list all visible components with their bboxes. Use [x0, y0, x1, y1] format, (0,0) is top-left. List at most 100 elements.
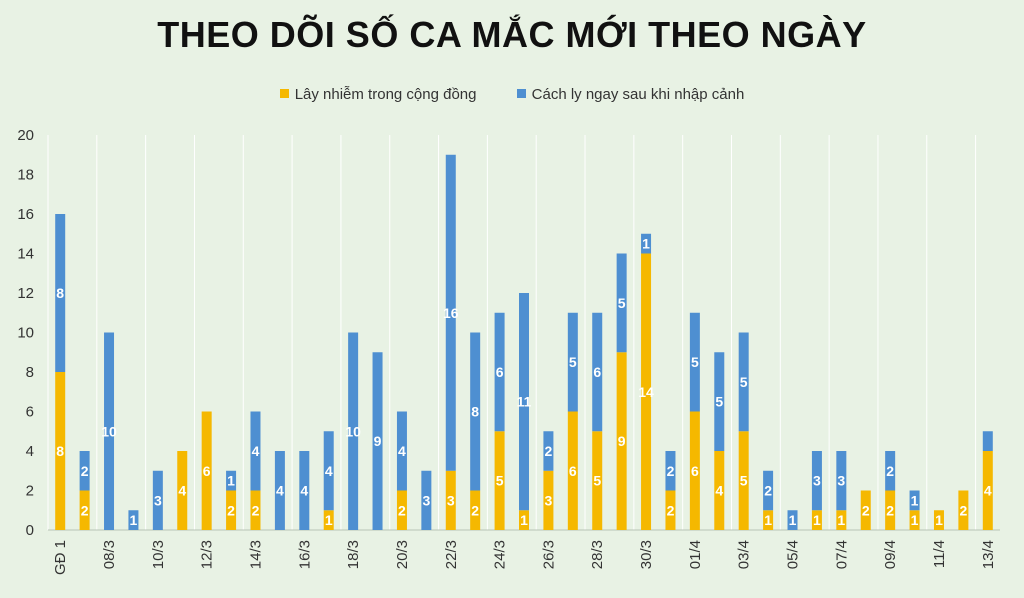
data-label-imported: 10: [345, 423, 361, 439]
data-label-imported: 5: [740, 374, 748, 390]
bar-local: [519, 510, 529, 530]
x-tick-label: 03/4: [736, 540, 753, 569]
x-tick-label: 14/3: [247, 540, 264, 569]
data-label-local: 2: [667, 502, 675, 518]
bar-imported: [396, 411, 407, 491]
data-label-local: 5: [593, 473, 601, 489]
bar-imported: [714, 352, 725, 451]
bar-local: [665, 490, 676, 530]
bar-local: [909, 510, 920, 530]
bar-local: [836, 510, 847, 530]
bar-imported: [152, 470, 163, 530]
bar-imported: [909, 490, 920, 511]
x-tick-label: 30/3: [638, 540, 655, 569]
bar-imported: [323, 431, 334, 511]
data-label-imported: 4: [300, 483, 308, 499]
data-label-local: 1: [837, 512, 845, 528]
bar-imported: [421, 470, 432, 530]
bar-imported: [641, 233, 652, 254]
x-tick-label: 18/3: [345, 540, 362, 569]
y-tick-label: 4: [26, 443, 34, 460]
x-tick-label: 07/4: [833, 540, 850, 569]
bar-imported: [348, 332, 359, 530]
bar-imported: [836, 451, 847, 511]
data-label-local: 4: [984, 483, 992, 499]
bar-imported: [738, 332, 749, 432]
data-label-imported: 10: [101, 423, 117, 439]
bar-local: [543, 470, 554, 530]
data-label-imported: 5: [715, 394, 723, 410]
y-tick-label: 18: [17, 167, 34, 184]
data-label-local: 6: [203, 463, 211, 479]
x-tick-label: 20/3: [394, 540, 411, 569]
bar-local: [885, 490, 896, 530]
bar-local: [323, 510, 334, 530]
y-tick-label: 6: [26, 404, 34, 421]
x-tick-label: 13/4: [980, 540, 997, 569]
bar-imported: [372, 352, 383, 530]
y-tick-label: 20: [17, 127, 34, 144]
x-tick-label: 08/3: [101, 540, 118, 569]
data-label-imported: 3: [154, 492, 162, 508]
data-label-local: 6: [569, 463, 577, 479]
data-label-imported: 5: [569, 354, 577, 370]
bar-local: [567, 411, 578, 530]
bar-local: [738, 431, 749, 530]
data-label-imported: 5: [618, 295, 626, 311]
data-label-local: 5: [496, 473, 504, 489]
data-label-local: 4: [715, 483, 723, 499]
bar-local: [982, 451, 993, 530]
data-label-local: 9: [618, 433, 626, 449]
data-label-imported: 4: [325, 463, 333, 479]
bar-local: [811, 510, 822, 530]
y-tick-label: 8: [26, 364, 34, 381]
bar-imported: [128, 510, 139, 530]
data-label-imported: 8: [56, 285, 64, 301]
bar-local: [470, 490, 481, 530]
y-tick-label: 12: [17, 285, 34, 302]
data-label-local: 2: [227, 502, 235, 518]
bar-imported: [470, 332, 481, 491]
chart-title: THEO DÕI SỐ CA MẮC MỚI THEO NGÀY: [157, 14, 867, 55]
bar-imported: [543, 431, 554, 471]
x-tick-label: GĐ 1: [52, 540, 69, 575]
x-tick-label: 26/3: [540, 540, 557, 569]
data-label-imported: 3: [837, 473, 845, 489]
data-label-imported: 1: [642, 236, 650, 252]
data-label-local: 8: [56, 443, 64, 459]
x-tick-label: 24/3: [492, 540, 509, 569]
x-tick-label: 16/3: [296, 540, 313, 569]
bar-imported: [787, 510, 798, 530]
data-label-local: 14: [638, 384, 654, 400]
y-tick-label: 2: [26, 483, 34, 500]
bar-local: [714, 451, 725, 530]
data-label-local: 3: [447, 492, 455, 508]
bar-local: [79, 490, 90, 530]
data-label-imported: 6: [496, 364, 504, 380]
bar-imported: [811, 451, 822, 511]
data-label-imported: 11: [517, 394, 532, 410]
data-label-imported: 8: [471, 404, 479, 420]
data-label-imported: 1: [130, 512, 138, 528]
data-label-local: 3: [545, 492, 553, 508]
bar-local: [55, 372, 66, 530]
data-label-imported: 4: [398, 443, 406, 459]
bar-local: [445, 470, 456, 530]
data-label-imported: 4: [276, 483, 284, 499]
x-tick-label: 28/3: [589, 540, 606, 569]
legend-swatch-local: [279, 89, 289, 98]
data-label-imported: 1: [911, 492, 919, 508]
data-label-imported: 2: [545, 443, 553, 459]
bar-imported: [494, 312, 505, 432]
data-label-local: 5: [740, 473, 748, 489]
data-label-local: 2: [81, 502, 89, 518]
y-tick-label: 10: [17, 325, 34, 342]
bar-imported: [592, 312, 603, 432]
bar-local: [860, 490, 871, 530]
bar-imported: [299, 451, 310, 530]
bar-imported: [445, 154, 456, 471]
bar-imported: [226, 470, 237, 491]
legend-label-local: Lây nhiễm trong cộng đồng: [294, 86, 477, 103]
